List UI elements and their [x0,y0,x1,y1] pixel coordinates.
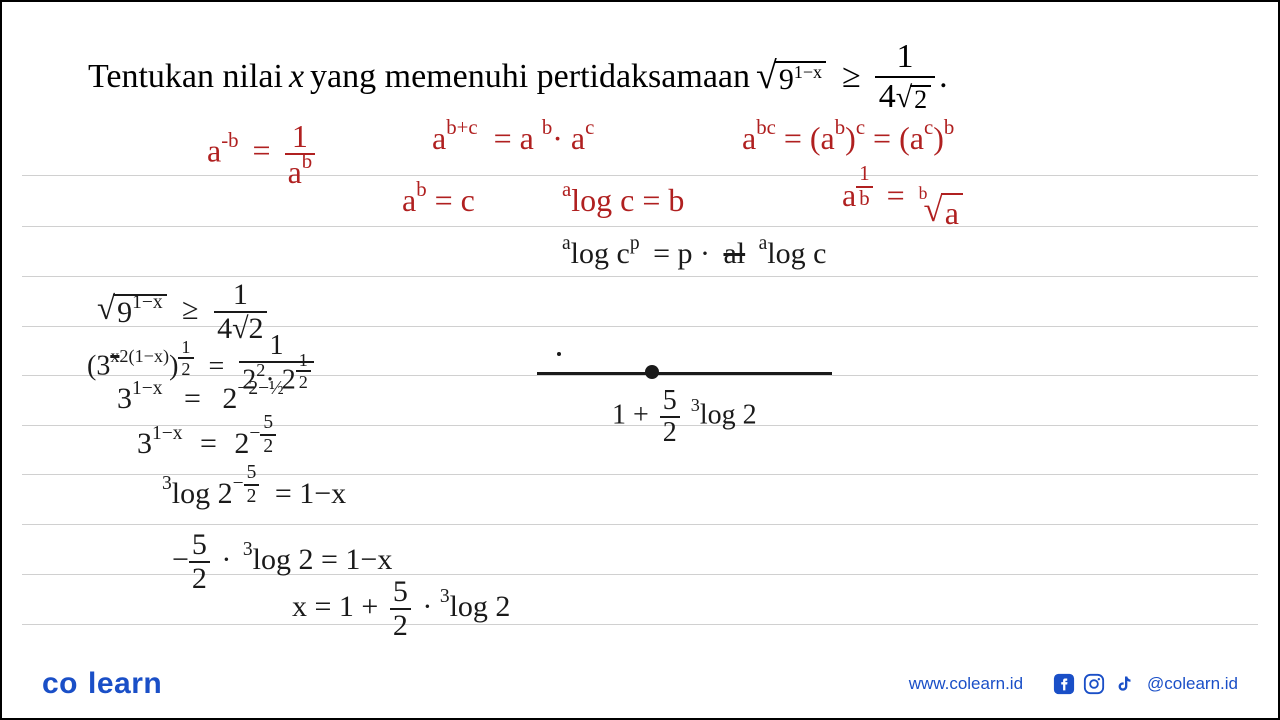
t: b [835,116,845,139]
question-variable: x [289,58,304,96]
t: = [253,132,271,168]
t: log c [767,237,826,270]
page-container: Tentukan nilai x yang memenuhi pertidaks… [0,0,1280,720]
t: p [630,233,640,254]
t: ab [285,153,316,188]
t: 1b [856,173,872,196]
footer: colearn www.colearn.id @colearn.id [2,650,1278,718]
t: b [856,186,872,210]
frac: 1 ab [285,120,316,188]
question-lhs: √ 91−x [756,57,826,97]
t: 1 [289,120,311,153]
scribble-text: al [723,237,745,270]
den-coeff: 4 [879,78,896,115]
t: log c [571,237,630,270]
t: c [856,116,865,139]
t: ) [845,120,856,156]
sqrt-exponent: 1−x [794,62,822,82]
t: a [432,120,446,156]
rule-sum-exponent: ab+c = ab· ac [432,120,594,157]
rule-root: a1b = b√a [842,177,963,232]
frac-den: 4√2 [875,76,935,114]
t: · a [552,120,585,156]
rule-line [22,624,1258,625]
t: c [585,116,594,139]
t: b [944,116,954,139]
instagram-icon[interactable] [1083,673,1105,695]
rule-line [22,276,1258,277]
den-radicand: 2 [910,85,931,113]
radical-sign-icon: √ [756,57,777,95]
t: -b [221,129,238,152]
step-5: 3log 2−52 = 1−x [162,477,346,520]
tiktok-icon[interactable] [1113,673,1135,695]
den-sqrt: √2 [896,83,931,113]
question-period: . [939,58,948,96]
question-before: Tentukan nilai [88,58,283,96]
rule-log-power: alog cp = p · al alog c [562,237,826,271]
social-links: @colearn.id [1053,673,1238,695]
t: b [542,116,552,139]
frac-num: 1 [892,40,917,76]
root-sqrt: b√a [919,190,963,232]
rule-product-exponent: abc = (ab)c = (ac)b [742,120,954,157]
question-rhs-fraction: 1 4√2 [875,40,935,114]
footer-url[interactable]: www.colearn.id [909,674,1023,694]
t: a [562,178,571,201]
sqrt-radicand: 91−x [775,61,826,97]
rule-log-def-lhs: ab = c [402,182,475,219]
t: bc [756,116,776,139]
t: 1 [856,164,872,186]
t: a [288,154,302,190]
rule-log-def-rhs: alog c = b [562,182,684,219]
t: a [941,193,963,232]
t: c [924,116,933,139]
t: = a [494,120,534,156]
question-mid: yang memenuhi pertidaksamaan [310,58,750,96]
step-3: 31−x = 2−2−½ [117,382,284,416]
brand-logo: colearn [42,667,162,701]
social-handle[interactable]: @colearn.id [1147,674,1238,694]
t: a [759,233,768,254]
t: = p · [653,237,710,270]
t: b+c [446,116,477,139]
t: ) [933,120,944,156]
rule-line [22,226,1258,227]
sqrt-base: 9 [779,63,794,96]
t: b [416,178,426,201]
number-line-point-icon [645,365,659,379]
t: a [402,182,416,218]
t: log c = b [571,182,684,218]
tiny-mark-icon [557,352,561,356]
t: b [919,183,928,204]
t: = c [435,182,475,218]
rule-line [22,524,1258,525]
sqrt-sign: √ 91−x [756,57,826,97]
t: a [207,132,221,168]
brand-part-b: learn [88,667,162,700]
t: b [302,150,312,173]
relation-symbol: ≥ [842,58,861,96]
number-line [537,372,832,375]
rule-neg-exponent: a-b = 1 ab [207,120,315,188]
t: = (a [873,120,924,156]
rule-line [22,474,1258,475]
t: = (a [784,120,835,156]
number-line-label: 1 + 52 3log 2 [612,387,757,447]
t: a [562,233,571,254]
brand-part-a: co [42,667,78,700]
t: a [742,120,756,156]
step-7: x = 1 + 52 · 3log 2 [292,577,510,641]
question-text: Tentukan nilai x yang memenuhi pertidaks… [88,40,1198,114]
facebook-icon[interactable] [1053,673,1075,695]
t: a [842,177,856,213]
t: = [887,177,905,213]
